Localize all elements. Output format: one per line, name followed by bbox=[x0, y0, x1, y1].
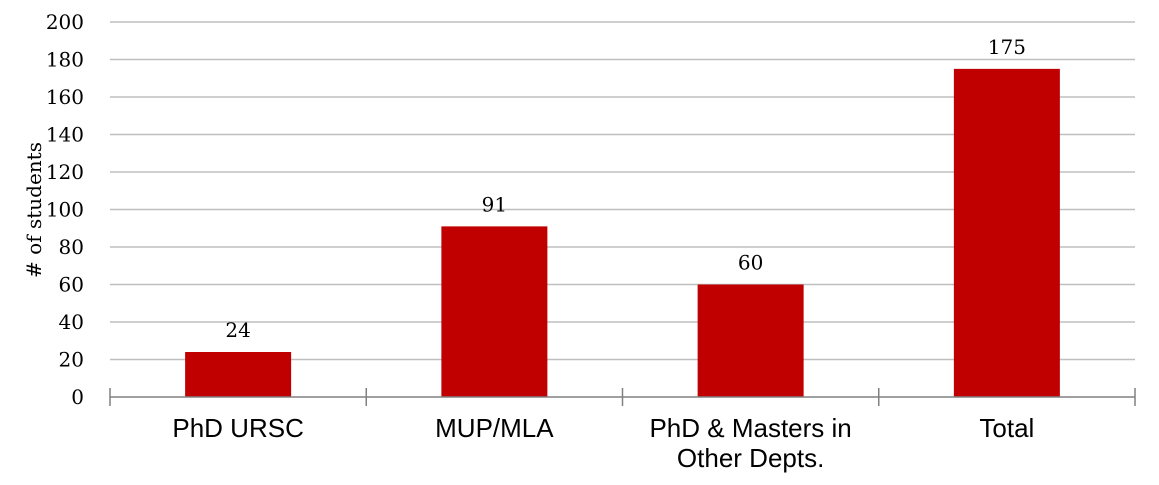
y-tick-label: 120 bbox=[46, 160, 84, 184]
x-tick-label: PhD & Masters in Other Depts. bbox=[649, 413, 851, 473]
y-tick-label: 60 bbox=[59, 273, 84, 297]
data-label: 91 bbox=[482, 192, 507, 216]
data-label: 60 bbox=[738, 251, 763, 275]
y-tick-label: 140 bbox=[46, 123, 84, 147]
x-tick-labels: PhD URSC MUP/MLA PhD & Masters in Other Dep… bbox=[172, 413, 1034, 473]
data-labels: 24 91 60 175 bbox=[225, 35, 1026, 342]
data-label: 24 bbox=[225, 318, 250, 342]
gridlines bbox=[110, 21, 1135, 361]
y-tick-label: 180 bbox=[46, 48, 84, 72]
y-tick-label: 160 bbox=[46, 85, 84, 109]
data-label: 175 bbox=[988, 35, 1026, 59]
bar bbox=[697, 284, 804, 397]
x-tick-label: PhD URSC bbox=[172, 413, 303, 443]
y-tick-label: 100 bbox=[46, 198, 84, 222]
y-tick-labels: 0 20 40 60 80 100 120 140 160 180 200 bbox=[46, 10, 84, 409]
y-tick-label: 0 bbox=[71, 385, 84, 409]
bars bbox=[185, 68, 1060, 397]
bar bbox=[185, 352, 292, 397]
y-axis-label: # of students bbox=[22, 142, 46, 278]
x-tick-label: MUP/MLA bbox=[435, 413, 554, 443]
y-tick-label: 20 bbox=[59, 348, 84, 372]
x-tick-label: Total bbox=[979, 413, 1034, 443]
axes bbox=[109, 388, 1136, 406]
bar bbox=[441, 226, 548, 397]
y-tick-label: 40 bbox=[59, 310, 84, 334]
y-tick-label: 80 bbox=[59, 235, 84, 259]
y-tick-label: 200 bbox=[46, 10, 84, 34]
bar bbox=[953, 68, 1060, 397]
